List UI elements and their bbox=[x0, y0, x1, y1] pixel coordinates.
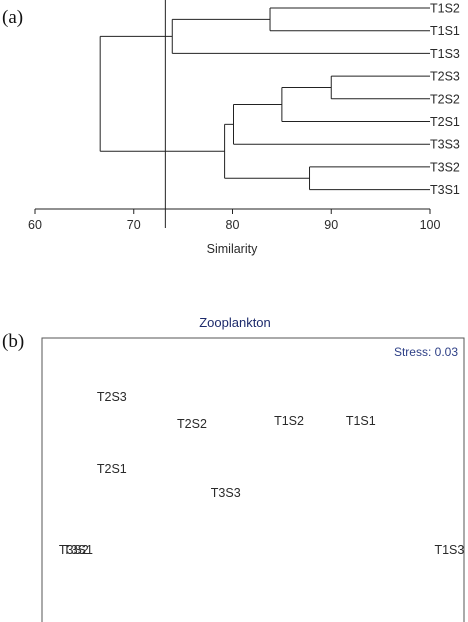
leaf-label: T1S3 bbox=[430, 47, 460, 61]
mds-point-label: T2S3 bbox=[97, 390, 127, 404]
mds-point-label: T1S2 bbox=[274, 414, 304, 428]
leaf-label: T3S1 bbox=[430, 183, 460, 197]
mds-point-label: T3S3 bbox=[211, 486, 241, 500]
similarity-axis: 60 70 80 90 100 bbox=[28, 208, 441, 232]
mds-point-label: T3S1 bbox=[63, 543, 93, 557]
mds-point-label: T2S1 bbox=[97, 462, 127, 476]
mds-point-label: T3S2 bbox=[59, 543, 89, 557]
mds-frame bbox=[41, 337, 465, 622]
stress-label: Stress: 0.03 bbox=[394, 345, 458, 359]
mds-title: Zooplankton bbox=[199, 315, 271, 330]
mds-point-label: T1S1 bbox=[346, 414, 376, 428]
mds-point-label: T1S3 bbox=[434, 543, 464, 557]
panel-label-a: (a) bbox=[2, 7, 23, 28]
x-tick-label: 80 bbox=[226, 218, 240, 232]
leaf-label: T1S1 bbox=[430, 24, 460, 38]
dendrogram: T1S2 T1S1 T1S3 T2S3 T2S2 T2S1 T3S3 T3S2 T3S1 bbox=[99, 0, 460, 228]
x-tick-label: 90 bbox=[324, 218, 338, 232]
leaf-label: T2S3 bbox=[430, 70, 460, 84]
leaf-label: T1S2 bbox=[430, 2, 460, 16]
x-tick-label: 60 bbox=[28, 218, 42, 232]
x-tick-label: 70 bbox=[127, 218, 141, 232]
leaf-label: T3S3 bbox=[430, 138, 460, 152]
x-axis-title: Similarity bbox=[207, 242, 258, 256]
leaf-label: T2S2 bbox=[430, 92, 460, 106]
leaf-label: T2S1 bbox=[430, 115, 460, 129]
x-tick-label: 100 bbox=[420, 218, 441, 232]
leaf-label: T3S2 bbox=[430, 160, 460, 174]
mds-point-label: T2S2 bbox=[177, 417, 207, 431]
panel-label-b: (b) bbox=[2, 331, 24, 352]
